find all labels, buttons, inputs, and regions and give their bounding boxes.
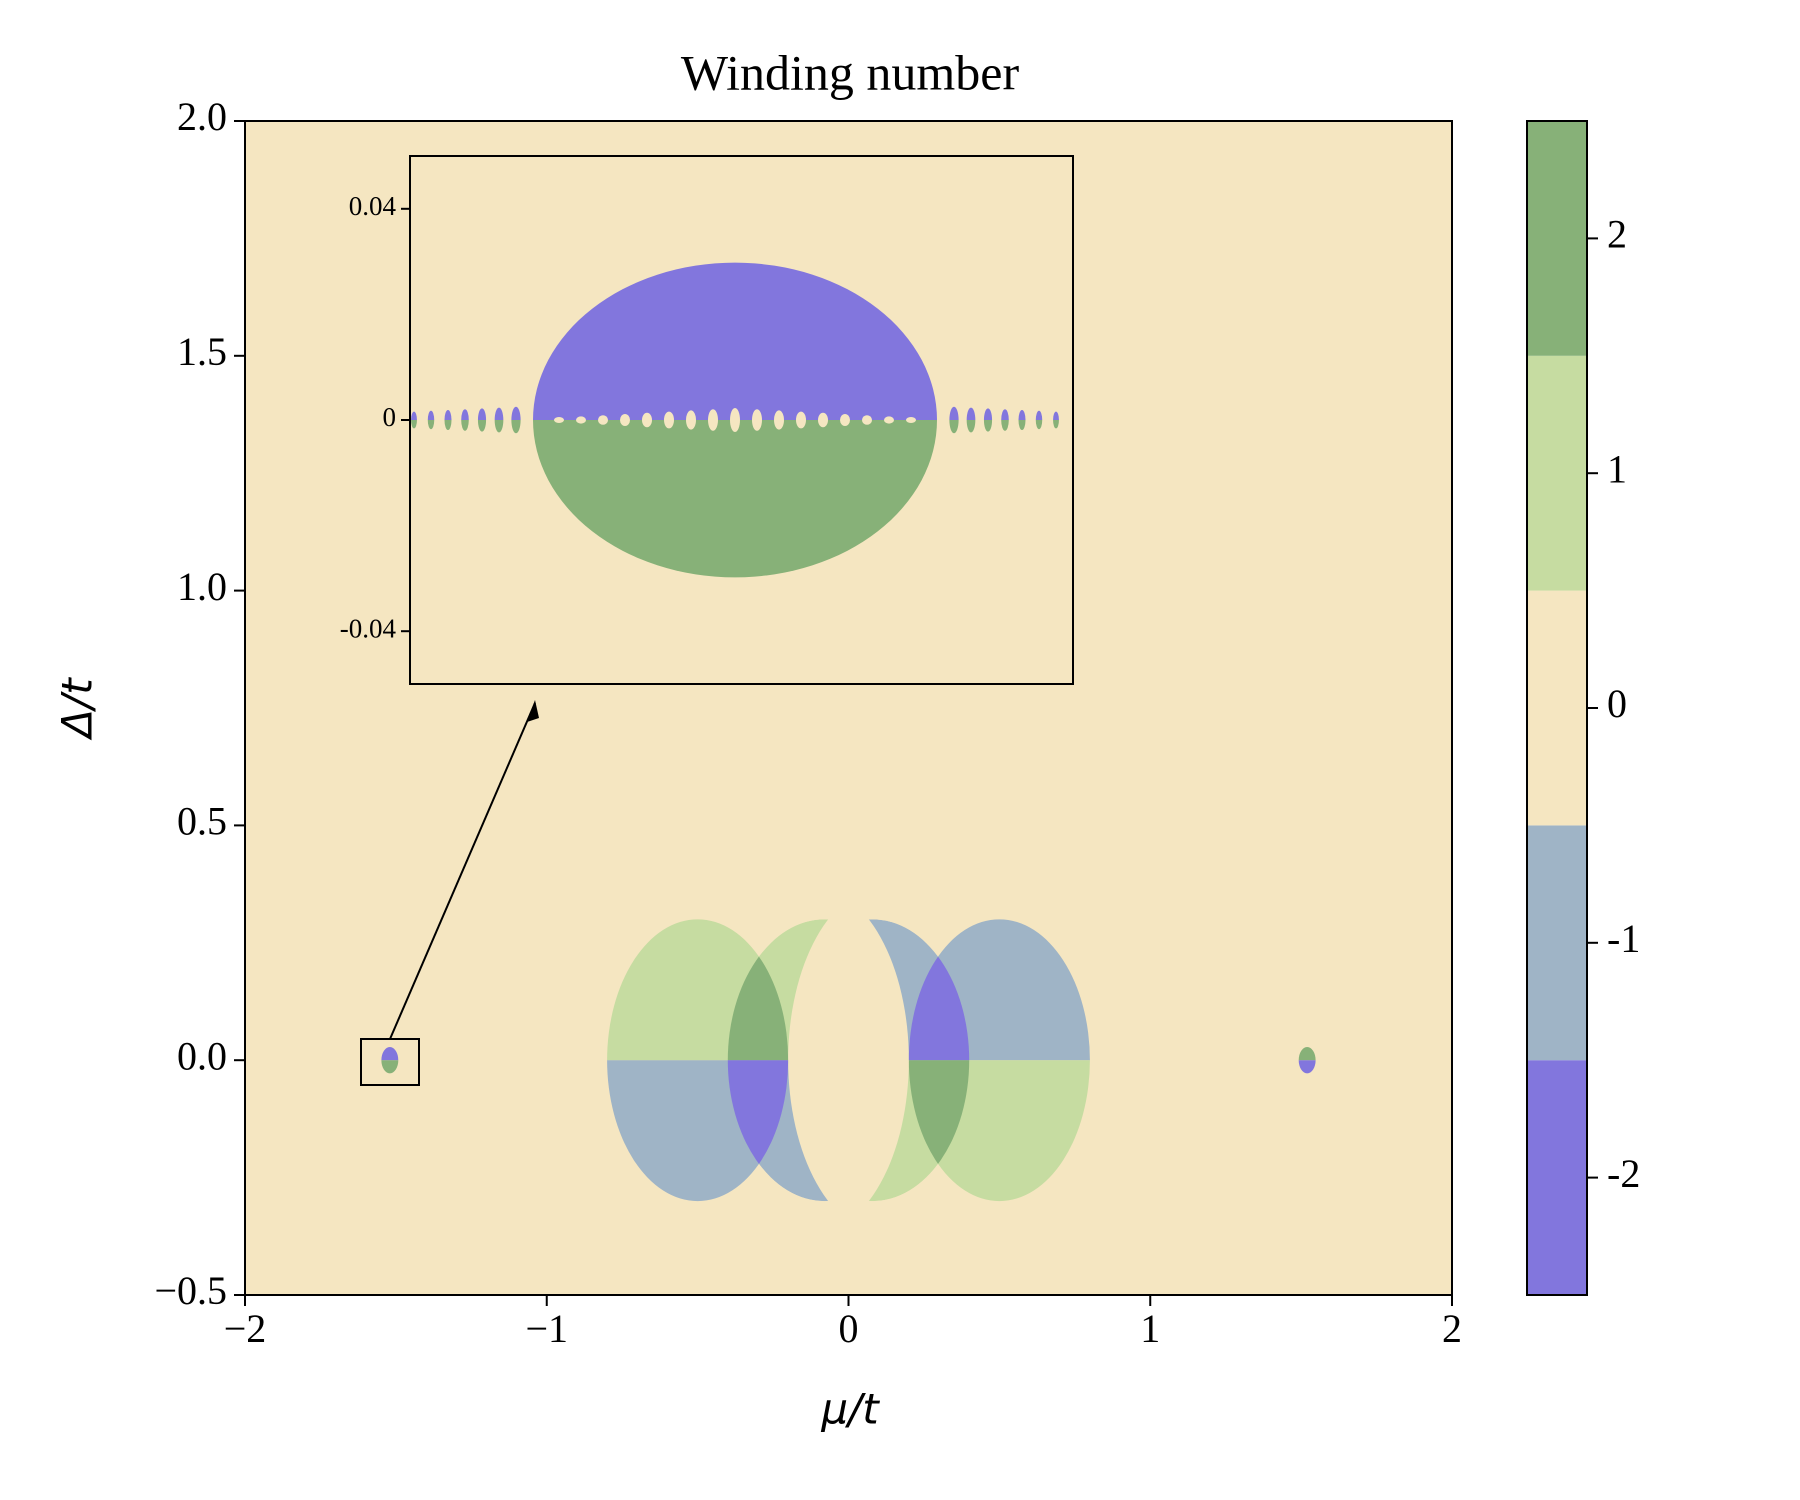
inset-region (461, 409, 469, 420)
inset-gap (906, 417, 916, 423)
colorbar-segment (1527, 121, 1587, 356)
y-tick-label: −0.5 (154, 1268, 227, 1313)
colorbar-segment (1527, 590, 1587, 826)
inset-region (1018, 410, 1026, 420)
y-tick-label: 2.0 (177, 94, 227, 139)
chart-title: Winding number (681, 44, 1020, 100)
inset-region (411, 411, 417, 420)
x-tick-label: 2 (1442, 1306, 1462, 1351)
inset-gap (708, 409, 718, 431)
region (908, 919, 1090, 1061)
inset-gap (884, 416, 894, 424)
inset-region (477, 408, 487, 420)
inset-region (983, 420, 993, 432)
x-tick-label: 0 (839, 1306, 859, 1351)
inset-region (511, 420, 521, 434)
inset-gap (598, 415, 608, 425)
inset-gap (664, 411, 674, 429)
inset-tick-label: -0.04 (340, 613, 397, 643)
inset-region (494, 407, 504, 420)
inset-regions (411, 262, 1059, 578)
inset-region (444, 420, 452, 430)
inset-region (533, 420, 937, 578)
region (1298, 1047, 1316, 1061)
inset-region (427, 420, 435, 430)
inset-gap (818, 412, 828, 428)
inset-gap (796, 411, 806, 429)
inset-gap (620, 414, 630, 426)
inset-region (461, 420, 469, 431)
inset-gap (752, 409, 762, 431)
inset-region (427, 410, 435, 420)
y-axis-label: Δ/t (53, 677, 102, 741)
region (1298, 1060, 1316, 1074)
inset-region (511, 406, 521, 420)
y-tick-label: 1.0 (177, 564, 227, 609)
region (381, 1060, 399, 1074)
y-tick-label: 0.0 (177, 1033, 227, 1078)
colorbar-tick-label: 1 (1607, 446, 1627, 491)
inset-region (949, 420, 959, 434)
inset-region (1035, 410, 1043, 420)
colorbar-segment (1527, 355, 1587, 591)
inset-region (444, 410, 452, 420)
x-tick-label: −1 (525, 1306, 568, 1351)
colorbar-segment (1527, 1060, 1587, 1295)
inset-region (983, 408, 993, 420)
inset-gap (862, 415, 872, 425)
regions (381, 919, 1316, 1202)
inset-region (1001, 409, 1009, 420)
y-tick-label: 1.5 (177, 329, 227, 374)
inset-region (494, 420, 504, 433)
inset-region (533, 262, 937, 420)
arrow (389, 702, 536, 1040)
inset-region (411, 420, 417, 429)
colorbar-tick-label: -1 (1607, 916, 1640, 961)
inset-region (1001, 420, 1009, 431)
inset-region (1053, 420, 1059, 429)
region (381, 1047, 399, 1061)
colorbar-segment (1527, 825, 1587, 1061)
colorbar-tick-label: -2 (1607, 1151, 1640, 1196)
region (908, 1060, 1090, 1202)
region (607, 1060, 789, 1202)
inset-gap (576, 416, 586, 424)
x-tick-label: −2 (224, 1306, 267, 1351)
inset-gap (554, 417, 564, 423)
region (607, 919, 789, 1061)
inset-gap (774, 410, 784, 430)
inset-gap (686, 410, 696, 430)
colorbar-tick-label: 2 (1607, 212, 1627, 257)
inset-gap (840, 414, 850, 426)
inset-region (1035, 420, 1043, 430)
inset-tick-label: 0.04 (349, 191, 397, 221)
inset-region (1018, 420, 1026, 430)
x-tick-label: 1 (1140, 1306, 1160, 1351)
inset-gap (730, 408, 740, 432)
arrow-head (527, 700, 539, 722)
inset-region (949, 406, 959, 420)
inset-region (1053, 411, 1059, 420)
colorbar-tick-label: 0 (1607, 681, 1627, 726)
y-tick-label: 0.5 (177, 799, 227, 844)
inset-tick-label: 0 (383, 402, 397, 432)
inset-region (477, 420, 487, 432)
x-axis-label: μ/t (820, 1385, 880, 1434)
inset-gap (642, 412, 652, 428)
inset-region (966, 407, 976, 420)
inset-region (966, 420, 976, 433)
